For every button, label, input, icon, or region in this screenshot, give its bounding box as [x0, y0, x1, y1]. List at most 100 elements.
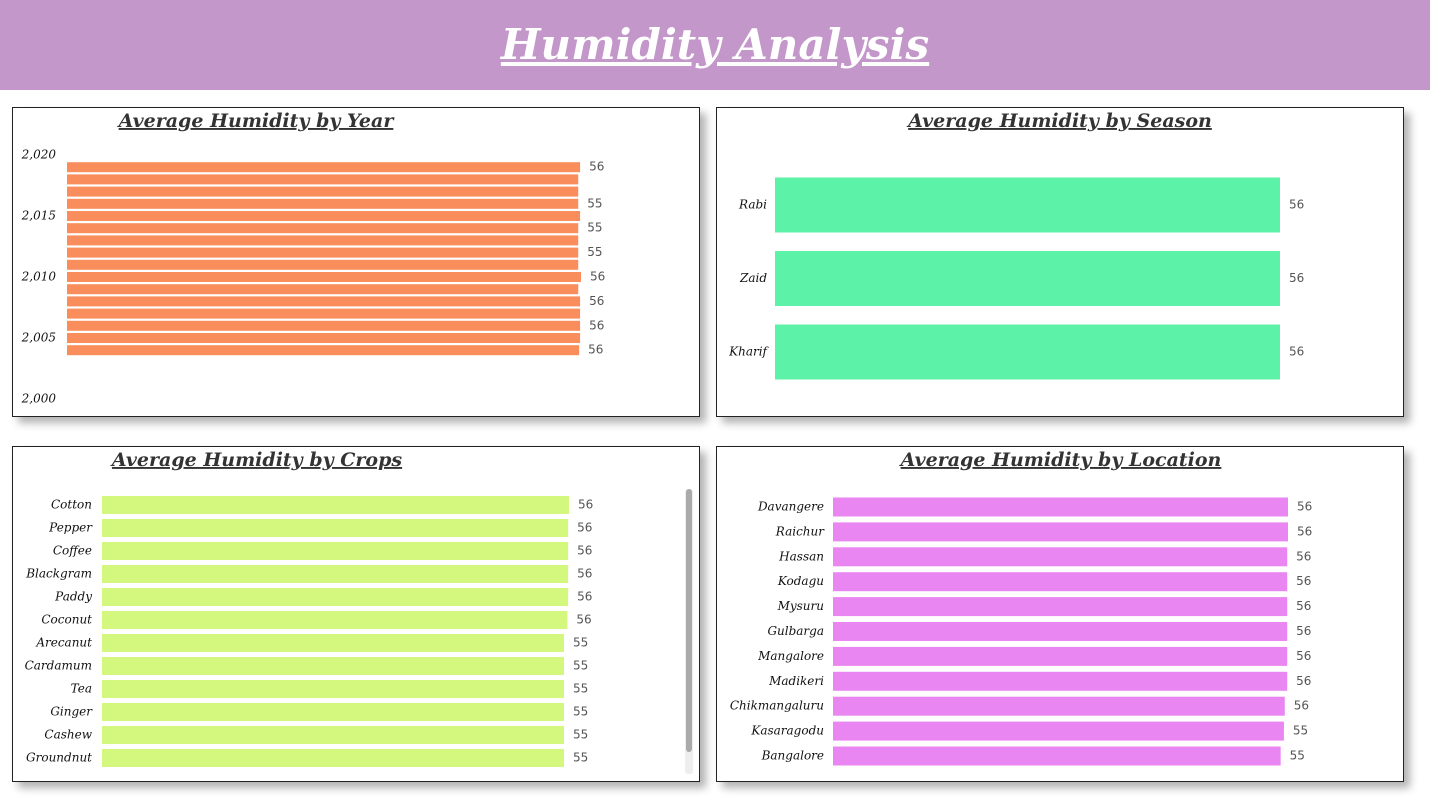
y-tick-label: Raichur — [775, 524, 825, 538]
bar — [102, 542, 569, 560]
bar — [775, 324, 1280, 380]
y-tick-label: Zaid — [739, 271, 767, 285]
chart: Average Humidity by Year 2,000 2,005 2,010 2… — [21, 110, 606, 406]
bar — [102, 726, 564, 744]
header: Humidity Analysis — [0, 0, 1430, 90]
data-label: 56 — [577, 590, 592, 604]
bar — [67, 235, 579, 246]
y-tick-label: Kharif — [728, 345, 769, 359]
data-label: 56 — [1296, 599, 1311, 613]
data-label: 55 — [573, 682, 588, 696]
y-tick-label: Cotton — [51, 498, 92, 512]
bar — [67, 186, 579, 197]
data-label: 55 — [573, 636, 588, 650]
data-label: 56 — [576, 613, 591, 627]
data-label: 56 — [1296, 549, 1311, 563]
bar — [833, 696, 1285, 716]
bar — [67, 162, 581, 173]
bar — [67, 247, 579, 258]
bar — [67, 333, 581, 343]
y-tick-label: 2,010 — [21, 270, 57, 284]
y-tick-label: Paddy — [54, 590, 92, 604]
data-label: 55 — [1290, 749, 1305, 763]
bar — [67, 296, 581, 307]
chart: Average Humidity by Location Davangere Rai… — [730, 449, 1312, 766]
chart: Average Humidity by Crops Cotton Pepper Co… — [25, 449, 693, 774]
scrollbar-thumb[interactable] — [686, 489, 692, 752]
y-tick-label: Davangere — [757, 500, 824, 514]
bar — [102, 519, 569, 537]
data-label: 56 — [1296, 624, 1311, 638]
bar — [67, 308, 581, 319]
y-tick-label: Hassan — [778, 549, 824, 563]
y-tick-label: 2,020 — [21, 148, 57, 162]
bar — [67, 320, 581, 331]
y-tick-label: Coconut — [41, 613, 92, 627]
data-label: 55 — [573, 728, 588, 742]
bar — [102, 565, 569, 583]
data-label: 55 — [1293, 724, 1308, 738]
y-tick-label: Rabi — [738, 198, 767, 212]
data-label: 56 — [1289, 271, 1304, 285]
chart: Average Humidity by Season Rabi Zaid Kharif… — [728, 110, 1304, 380]
bar — [833, 572, 1288, 592]
bar — [67, 223, 579, 234]
y-tick-label: Mangalore — [757, 649, 824, 663]
data-label: 56 — [1289, 345, 1304, 359]
y-tick-label: Kasaragodu — [750, 724, 824, 738]
y-tick-label: Ginger — [50, 705, 93, 719]
bar — [67, 174, 579, 185]
y-tick-label: Mysuru — [777, 599, 824, 613]
data-label: 56 — [589, 294, 604, 308]
bar — [102, 611, 568, 629]
y-tick-label: Madikeri — [768, 674, 824, 688]
bar — [833, 721, 1284, 741]
bar — [833, 597, 1288, 617]
data-label: 56 — [577, 567, 592, 581]
data-label: 56 — [577, 521, 592, 535]
data-label: 55 — [587, 245, 602, 259]
chart-title: Average Humidity by Year — [117, 110, 396, 132]
data-label: 56 — [589, 160, 604, 174]
chart-title: Average Humidity by Crops — [110, 449, 402, 471]
y-tick-label: Coffee — [53, 544, 92, 558]
data-label: 56 — [590, 270, 605, 284]
y-tick-label: Chikmangaluru — [730, 699, 824, 713]
y-tick-label: Groundnut — [26, 751, 92, 765]
bar — [102, 657, 564, 675]
y-tick-label: Tea — [71, 682, 92, 696]
data-label: 55 — [587, 196, 602, 210]
data-label: 56 — [578, 498, 593, 512]
data-label: 56 — [577, 544, 592, 558]
panel: Average Humidity by Season Rabi Zaid Kharif… — [716, 107, 1404, 417]
y-tick-label: Gulbarga — [767, 624, 824, 638]
panel: Average Humidity by Location Davangere Rai… — [716, 446, 1404, 782]
bar — [67, 345, 580, 356]
chart-title: Average Humidity by Location — [899, 449, 1222, 471]
bar — [102, 703, 564, 721]
y-tick-label: Cardamum — [25, 659, 92, 673]
y-tick-label: 2,000 — [21, 392, 57, 406]
y-tick-label: Cashew — [44, 728, 92, 742]
page-title: Humidity Analysis — [500, 20, 930, 69]
panel: Average Humidity by Year 2,000 2,005 2,010 2… — [12, 107, 700, 417]
bar — [102, 496, 569, 514]
panel: Average Humidity by Crops Cotton Pepper Co… — [12, 446, 700, 782]
data-label: 56 — [1289, 198, 1304, 212]
data-label: 55 — [573, 705, 588, 719]
y-tick-label: Kodagu — [777, 574, 824, 588]
bar — [102, 749, 564, 767]
bar — [775, 251, 1280, 306]
bar — [67, 259, 579, 270]
bar — [102, 588, 569, 606]
data-label: 56 — [1296, 574, 1311, 588]
data-label: 55 — [573, 659, 588, 673]
data-label: 55 — [587, 221, 602, 235]
bar — [67, 211, 581, 221]
bar — [833, 646, 1288, 666]
bar — [775, 177, 1280, 233]
y-tick-label: Bangalore — [761, 749, 824, 763]
data-label: 56 — [1296, 649, 1311, 663]
bar — [833, 547, 1288, 567]
